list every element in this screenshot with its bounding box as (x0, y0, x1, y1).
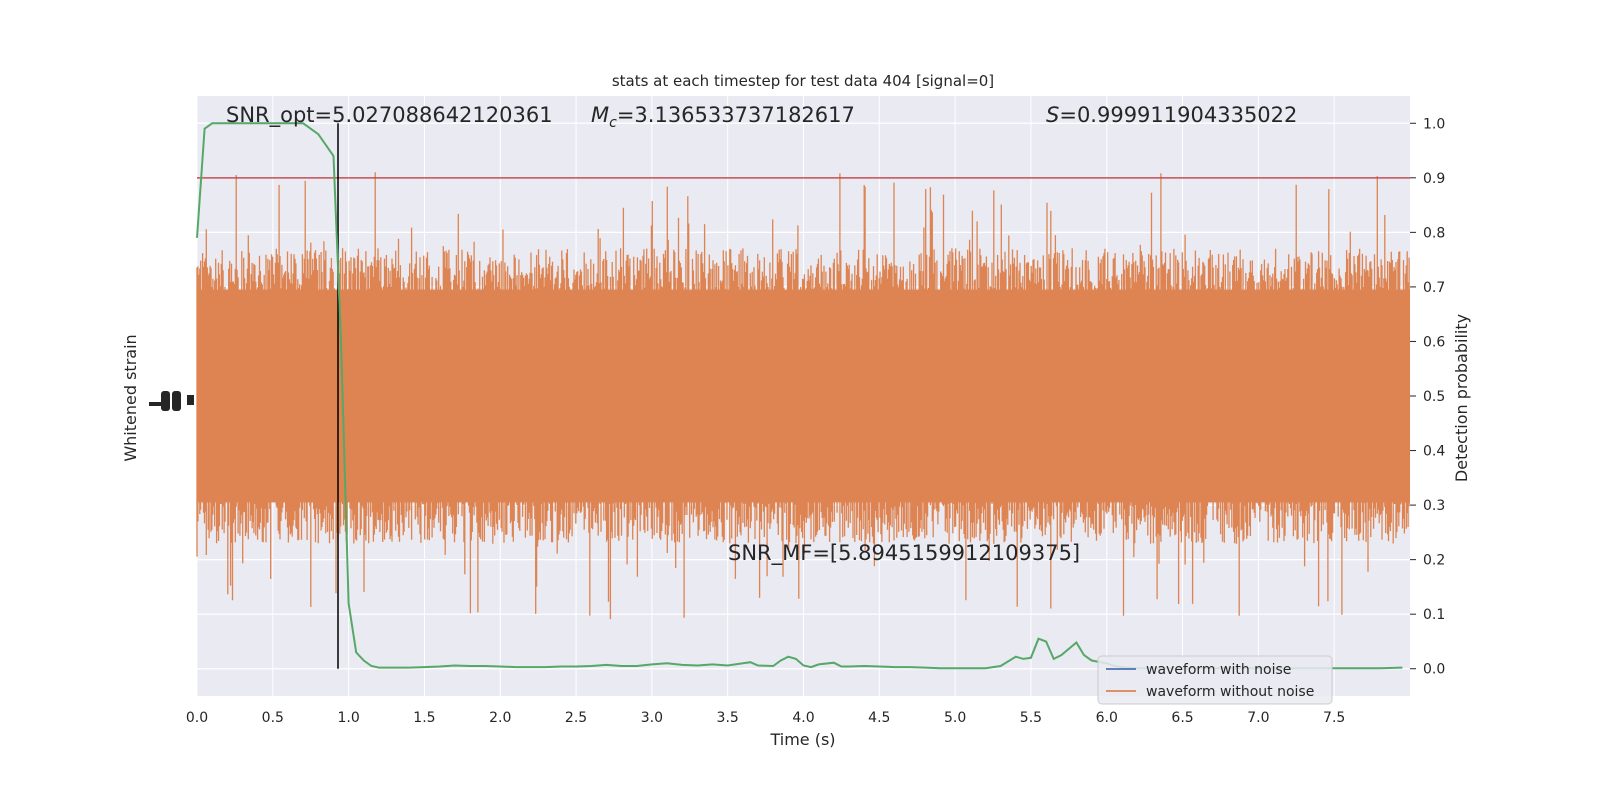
chart-title: stats at each timestep for test data 404… (612, 72, 994, 90)
snr-mf-annotation: SNR_MF=[5.8945159912109375] (728, 541, 1080, 566)
y-tick-label: 0.8 (1423, 225, 1445, 241)
threshold-layer (197, 123, 1410, 669)
x-tick-label: 5.0 (944, 710, 966, 726)
x-axis-label: Time (s) (769, 730, 835, 749)
x-tick-label: 1.5 (413, 710, 435, 726)
x-tick-label: 0.0 (186, 710, 208, 726)
mc-annotation: Mc=3.136533737182617 (591, 103, 855, 131)
x-tick-label: 6.0 (1096, 710, 1118, 726)
x-tick-label: 2.5 (565, 710, 587, 726)
left-axis-tick-glyphs (149, 391, 194, 411)
x-tick-label: 3.5 (717, 710, 739, 726)
y-tick-label: 0.7 (1423, 280, 1445, 296)
y-tick-label: 0.4 (1423, 444, 1445, 460)
legend: waveform with noise waveform without noi… (1097, 655, 1333, 705)
y-tick-label: 1.0 (1423, 116, 1445, 132)
x-tick-label: 7.5 (1323, 710, 1345, 726)
waveform-without-noise-core (197, 289, 1410, 503)
x-tick-label: 3.0 (641, 710, 663, 726)
x-tick-labels: 0.0 0.5 1.0 1.5 2.0 2.5 3.0 3.5 4.0 4.5 5.0 5.5 6.0 6… (186, 710, 1345, 726)
legend-label-with-noise: waveform with noise (1146, 662, 1291, 678)
mc-annotation-value: =3.136533737182617 (617, 103, 855, 127)
s-annotation-value: =0.999911904335022 (1059, 103, 1297, 127)
x-tick-label: 1.0 (337, 710, 359, 726)
x-tick-label: 7.0 (1247, 710, 1269, 726)
y-tick-label: 0.3 (1423, 498, 1445, 514)
y-tick-label: 0.5 (1423, 389, 1445, 405)
x-tick-label: 4.0 (792, 710, 814, 726)
y-axis-label-right: Detection probability (1452, 314, 1471, 482)
y-tick-label: 0.1 (1423, 607, 1445, 623)
x-tick-label: 2.0 (489, 710, 511, 726)
y-tick-label: 0.9 (1423, 171, 1445, 187)
s-annotation: S=0.999911904335022 (1046, 103, 1297, 127)
x-tick-label: 0.5 (262, 710, 284, 726)
y-tick-label: 0.0 (1423, 662, 1445, 678)
legend-label-without-noise: waveform without noise (1146, 684, 1314, 700)
x-tick-label: 4.5 (868, 710, 890, 726)
y-tick-label: 0.2 (1423, 553, 1445, 569)
y-tick-label: 0.6 (1423, 334, 1445, 350)
x-tick-label: 6.5 (1171, 710, 1193, 726)
snr-opt-annotation: SNR_opt=5.027088642120361 (226, 103, 553, 128)
x-tick-label: 5.5 (1020, 710, 1042, 726)
y-right-tick-labels: 0.0 0.1 0.2 0.3 0.4 0.5 0.6 0.7 0.8 0.9 1.0 (1410, 116, 1445, 678)
noise-waveform (196, 172, 1410, 620)
legend-box (1097, 655, 1333, 705)
y-axis-label-left: Whitened strain (121, 334, 140, 461)
